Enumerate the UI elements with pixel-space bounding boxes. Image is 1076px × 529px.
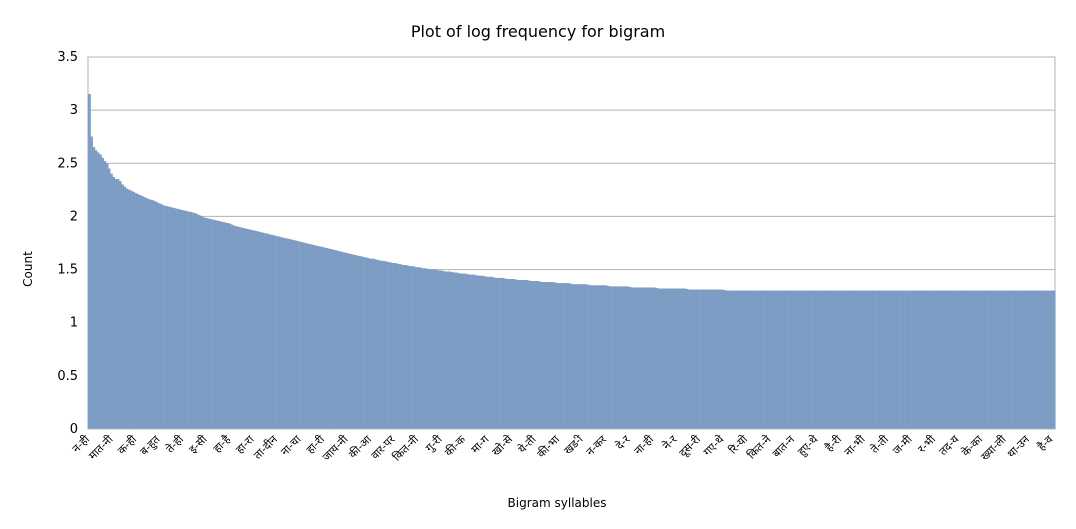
x-tick-label: ना-ही <box>632 433 657 458</box>
x-tick-label: ना-भी <box>842 433 868 459</box>
x-axis-title: Bigram syllables <box>508 496 607 510</box>
x-tick-label: ते-ती <box>868 433 891 456</box>
x-tick-label: इ-सी <box>187 433 210 456</box>
x-tick-label: जाय-नी <box>320 433 351 464</box>
x-tick-label: खो-से <box>489 433 515 459</box>
y-axis-ticks: 0 0.5 1 1.5 2 2.5 3 3.5 <box>57 50 78 437</box>
x-tick-label: क-ही <box>115 433 139 457</box>
x-tick-label: र-भी <box>915 433 938 456</box>
y-tick-label: 3.5 <box>57 50 78 65</box>
x-tick-label: हा-है <box>211 433 233 455</box>
x-tick-label: दे-र <box>613 433 633 453</box>
x-axis-ticks: न-हीमात-नी क-हीब-हुत ते-ही इ-सी हा-है हा-राता… <box>70 432 1057 463</box>
x-tick-label: की-भा <box>535 433 563 461</box>
x-tick-label: ख्या-ली <box>978 433 1008 463</box>
y-tick-label: 1 <box>70 316 78 331</box>
y-tick-label: 2.5 <box>57 156 78 171</box>
y-tick-label: 0 <box>70 422 78 437</box>
x-tick-label: मात-नी <box>86 433 116 463</box>
x-tick-label: न-कर <box>584 433 610 459</box>
x-tick-label: की-आ <box>346 432 374 460</box>
x-tick-label: कित-ने <box>745 432 774 461</box>
x-tick-label: ना-चा <box>278 433 303 458</box>
x-tick-label: गु-री <box>423 433 445 455</box>
y-tick-label: 2 <box>70 209 78 224</box>
x-tick-label: ब-हुत <box>138 432 164 458</box>
x-tick-label: तद-य <box>937 432 963 458</box>
x-tick-label: मा-ग <box>469 432 493 456</box>
x-tick-label: है-री <box>823 433 844 454</box>
x-tick-label: हुए-थे <box>795 432 822 459</box>
y-tick-label: 1.5 <box>57 263 78 278</box>
x-tick-label: ज-मी <box>890 433 915 458</box>
x-tick-label: दूस-री <box>677 433 704 460</box>
y-axis-title: Count <box>21 251 35 287</box>
x-tick-label: बात-न <box>770 432 798 460</box>
bar <box>1052 290 1056 430</box>
x-tick-label: है-व <box>1035 432 1056 453</box>
x-tick-label: खड-ी <box>561 433 585 457</box>
chart-title: Plot of log frequency for bigram <box>411 22 665 41</box>
x-tick-label: की-क <box>442 433 468 459</box>
x-tick-label: कित-नी <box>390 433 421 464</box>
y-tick-label: 0.5 <box>57 369 78 384</box>
y-tick-label: 3 <box>70 103 78 118</box>
bar-series <box>87 94 1056 430</box>
x-tick-label: ता-दीन <box>251 432 281 462</box>
x-tick-label: था-उन <box>1005 432 1033 460</box>
x-tick-label: ते-ही <box>164 433 187 456</box>
x-tick-label: गए-थे <box>701 432 727 458</box>
